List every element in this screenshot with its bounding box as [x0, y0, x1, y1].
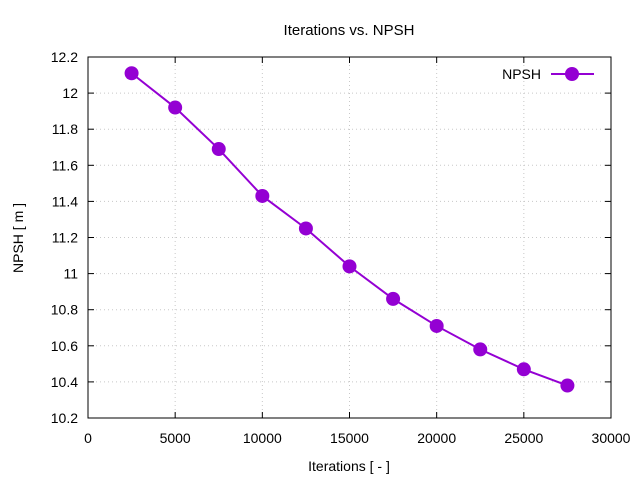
grid-lines — [88, 57, 611, 418]
x-tick-label: 0 — [84, 430, 92, 446]
data-point — [473, 342, 488, 357]
legend: NPSH — [502, 66, 594, 82]
data-point — [168, 100, 183, 115]
data-point — [124, 66, 139, 81]
y-tick-label: 12.2 — [51, 49, 78, 65]
data-point — [298, 221, 313, 236]
y-tick-label: 11.2 — [52, 230, 78, 246]
legend-marker-swatch — [565, 67, 579, 81]
axis-ticks — [87, 56, 612, 419]
chart-title: Iterations vs. NPSH — [284, 22, 415, 39]
data-point — [211, 142, 226, 157]
y-tick-label: 10.4 — [51, 374, 78, 390]
y-axis-label: NPSH [ m ] — [10, 203, 26, 273]
y-tick-label: 10.2 — [51, 410, 78, 426]
y-tick-label: 11.8 — [52, 121, 78, 137]
x-tick-label: 25000 — [504, 430, 543, 446]
y-tick-label: 12 — [62, 85, 78, 101]
x-tick-labels: 0 5000 10000 15000 20000 25000 30000 — [84, 430, 631, 446]
y-tick-label: 10.8 — [51, 302, 78, 318]
y-tick-labels: 10.2 10.4 10.6 10.8 11 11.2 11.4 11.6 11.8 12 12.2 — [51, 49, 78, 426]
y-tick-label: 11 — [63, 266, 78, 282]
data-point — [560, 378, 575, 393]
series-npsh — [124, 66, 575, 393]
x-tick-label: 30000 — [592, 430, 631, 446]
y-tick-label: 10.6 — [51, 338, 78, 354]
x-axis-label: Iterations [ - ] — [308, 458, 390, 474]
legend-label: NPSH — [502, 66, 541, 82]
y-tick-label: 11.4 — [52, 193, 78, 209]
x-tick-label: 20000 — [417, 430, 456, 446]
x-tick-label: 10000 — [243, 430, 282, 446]
x-tick-label: 15000 — [330, 430, 369, 446]
x-tick-label: 5000 — [160, 430, 191, 446]
data-point — [516, 362, 531, 377]
data-point — [429, 318, 444, 333]
data-point — [255, 188, 270, 203]
data-point — [342, 259, 357, 274]
data-point — [386, 291, 401, 306]
y-tick-label: 11.6 — [52, 157, 78, 173]
